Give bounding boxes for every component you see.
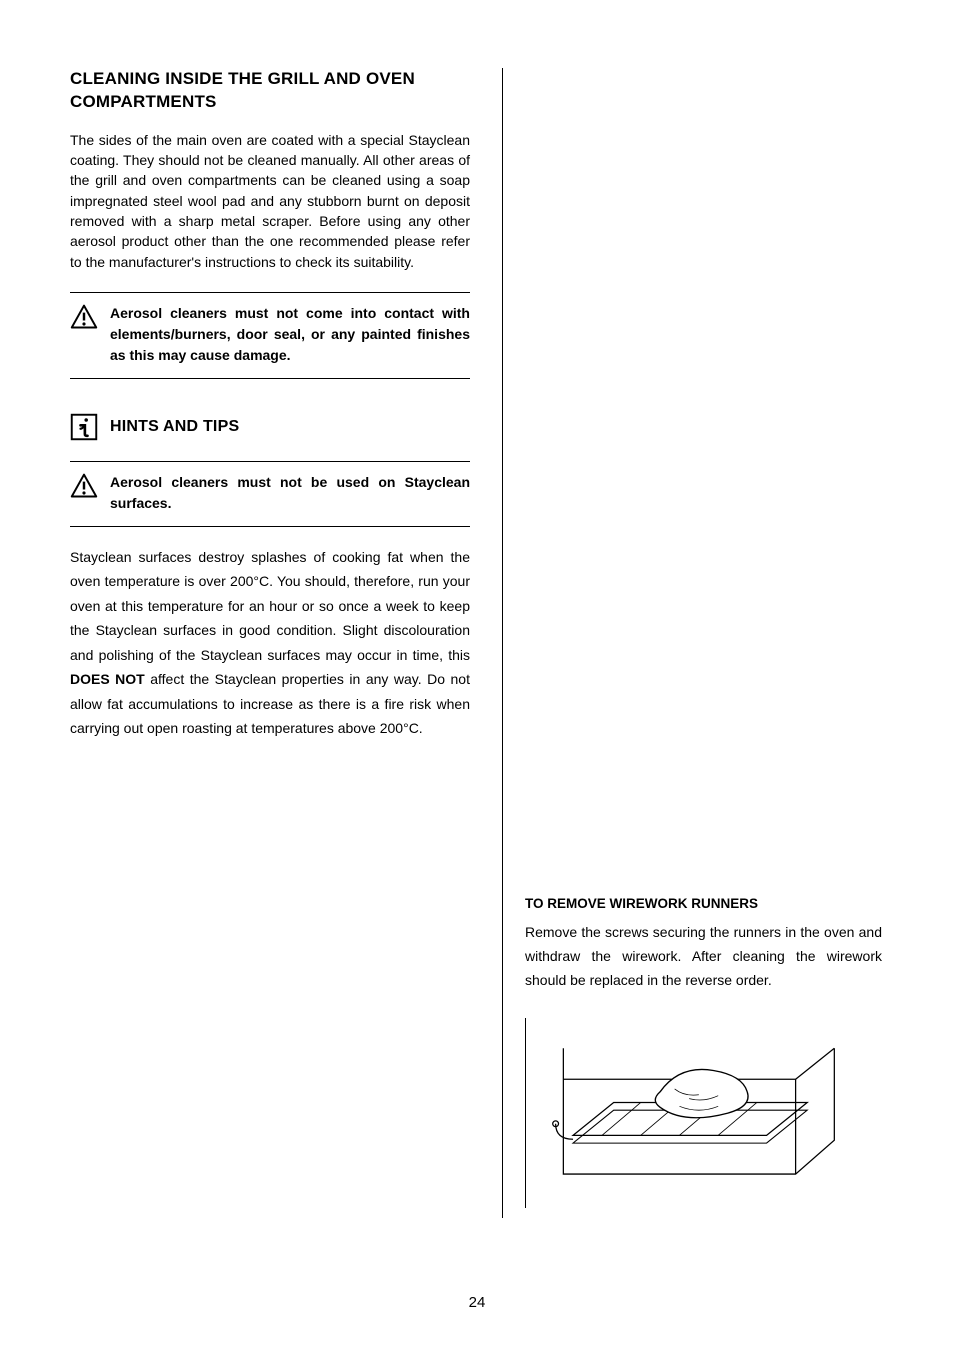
page-number: 24	[0, 1294, 954, 1311]
left-column: CLEANING INSIDE THE GRILL AND OVEN COMPA…	[70, 68, 470, 1218]
right-column: TO REMOVE WIREWORK RUNNERS Remove the sc…	[502, 68, 884, 1218]
intro-paragraph: The sides of the main oven are coated wi…	[70, 130, 470, 272]
wirework-body: Remove the screws securing the runners i…	[525, 921, 882, 992]
warning-block-stayclean: Aerosol cleaners must not be used on Sta…	[70, 461, 470, 527]
warning-block-aerosol-contact: Aerosol cleaners must not come into cont…	[70, 292, 470, 379]
hints-body-bold: DOES NOT	[70, 671, 145, 687]
caution-triangle-icon	[70, 472, 98, 500]
hints-and-tips-title: HINTS AND TIPS	[110, 418, 239, 436]
info-box-icon	[70, 413, 98, 441]
section-title-wirework: TO REMOVE WIREWORK RUNNERS	[525, 896, 884, 911]
hints-body-paragraph: Stayclean surfaces destroy splashes of c…	[70, 545, 470, 741]
warning-text-aerosol-contact: Aerosol cleaners must not come into cont…	[110, 303, 470, 366]
caution-triangle-icon	[70, 303, 98, 331]
section-title-cleaning: CLEANING INSIDE THE GRILL AND OVEN COMPA…	[70, 68, 470, 114]
hints-body-part1: Stayclean surfaces destroy splashes of c…	[70, 549, 470, 663]
figure-container	[525, 1018, 855, 1208]
warning-text-stayclean: Aerosol cleaners must not be used on Sta…	[110, 472, 470, 514]
hints-header-row: HINTS AND TIPS	[70, 413, 470, 441]
oven-wirework-illustration	[544, 1036, 844, 1196]
